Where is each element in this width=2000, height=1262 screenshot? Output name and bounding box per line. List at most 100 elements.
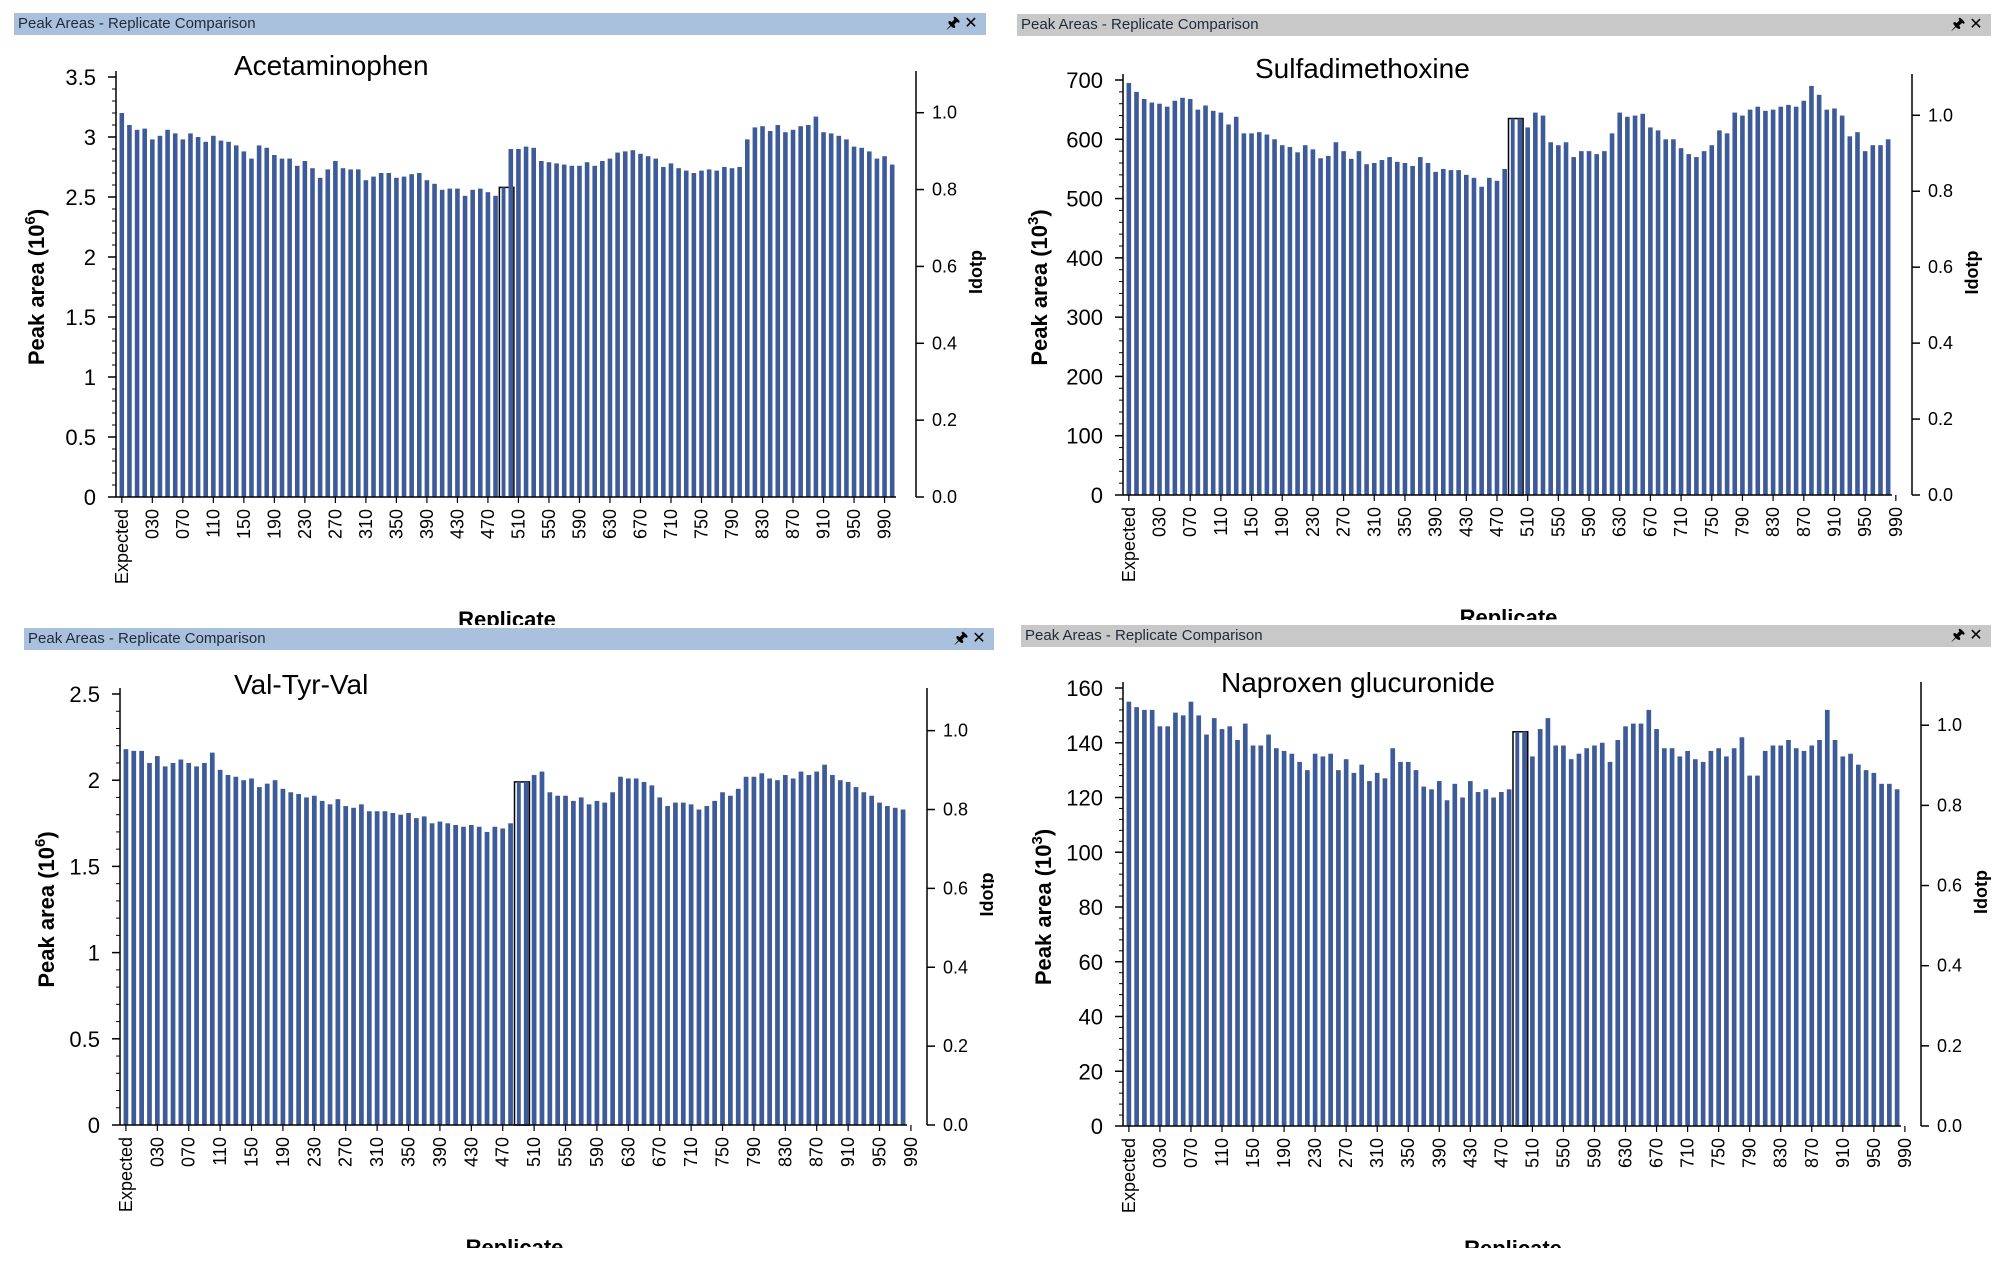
- bar: [844, 139, 849, 497]
- bar: [1770, 745, 1776, 1126]
- bar: [1693, 759, 1698, 1126]
- bar: [555, 795, 561, 1125]
- bar: [1817, 740, 1822, 1126]
- bar: [1638, 723, 1644, 1126]
- y-axis-label: Peak area (106): [32, 831, 59, 987]
- close-icon[interactable]: ✕: [1969, 627, 1983, 644]
- bar: [417, 173, 422, 497]
- bar: [578, 797, 584, 1125]
- y-tick-label: 80: [1079, 895, 1103, 920]
- pin-icon[interactable]: 🖈: [953, 630, 969, 647]
- bar: [1402, 163, 1408, 495]
- x-tick-label: 630: [1616, 1138, 1636, 1168]
- bar: [729, 168, 735, 497]
- x-tick-label: 430: [1456, 507, 1476, 537]
- bar: [571, 800, 576, 1125]
- bar: [1134, 707, 1139, 1126]
- y-axis-label: Peak area (106): [22, 209, 49, 365]
- y2-tick-label: 0.6: [1937, 876, 1962, 896]
- bar: [1717, 130, 1722, 495]
- y2-tick-label: 0.4: [1928, 333, 1953, 353]
- panel-naproxen-glucuronide: Peak Areas - Replicate Comparison 🖈 ✕ Nap…: [1021, 625, 1991, 1248]
- bar: [1855, 764, 1861, 1126]
- bar: [1863, 770, 1869, 1127]
- bar: [1630, 723, 1636, 1126]
- x-tick-label: 990: [901, 1137, 921, 1167]
- x-tick-label: 390: [417, 509, 437, 539]
- bar: [668, 163, 674, 497]
- x-tick-label: 030: [1150, 507, 1170, 537]
- bar: [1218, 112, 1224, 496]
- bar: [233, 776, 239, 1125]
- bar: [790, 778, 796, 1125]
- pin-icon[interactable]: 🖈: [1950, 627, 1966, 644]
- bar: [178, 759, 184, 1125]
- bar: [1187, 98, 1193, 495]
- bar: [1452, 783, 1458, 1126]
- pin-icon[interactable]: 🖈: [945, 15, 961, 32]
- bar: [1471, 177, 1477, 495]
- bar: [500, 828, 506, 1125]
- y2-tick-label: 0.2: [943, 1036, 968, 1056]
- close-icon[interactable]: ✕: [972, 630, 986, 647]
- panel-titlebar[interactable]: Peak Areas - Replicate Comparison 🖈 ✕: [14, 13, 986, 35]
- bar: [1563, 142, 1569, 495]
- x-tick-label: 830: [1763, 507, 1783, 537]
- bar: [1405, 761, 1411, 1126]
- bar: [209, 752, 215, 1125]
- bar: [1648, 127, 1653, 496]
- y-tick-label: 2: [84, 245, 96, 270]
- bar: [325, 169, 331, 497]
- x-tick-label: Expected: [116, 1137, 136, 1212]
- panel-titlebar[interactable]: Peak Areas - Replicate Comparison 🖈 ✕: [1021, 625, 1991, 647]
- y2-tick-label: 0.4: [943, 957, 968, 977]
- chart-val-tyr-val: Val-Tyr-Val 0 0.5 1 1.5 2 2.5 0.0 0.2 0.4 0.6 0.8 1.…: [32, 669, 994, 1248]
- bar: [1801, 750, 1807, 1126]
- bar: [1487, 177, 1492, 495]
- y-tick-label: 300: [1066, 305, 1103, 330]
- bar: [1367, 781, 1372, 1126]
- bar: [351, 807, 356, 1125]
- bar: [1359, 764, 1365, 1126]
- bar: [1661, 748, 1667, 1126]
- bar: [165, 129, 170, 498]
- bar: [1279, 145, 1285, 495]
- bar-highlight-inner: [508, 187, 513, 497]
- bar: [638, 153, 643, 498]
- bar: [704, 806, 710, 1125]
- x-tick-label: 470: [1487, 507, 1507, 537]
- bar: [131, 750, 137, 1125]
- close-icon[interactable]: ✕: [964, 15, 978, 32]
- bar: [319, 800, 325, 1125]
- bar: [249, 158, 254, 497]
- bar: [484, 831, 490, 1125]
- bar: [1724, 133, 1730, 496]
- panel-titlebar[interactable]: Peak Areas - Replicate Comparison 🖈 ✕: [24, 628, 994, 650]
- bar: [712, 800, 718, 1125]
- bar: [790, 129, 796, 498]
- close-icon[interactable]: ✕: [1969, 16, 1983, 33]
- panel-sulfadimethoxine: Peak Areas - Replicate Comparison 🖈 ✕ Sul…: [1017, 14, 1991, 620]
- bar: [859, 147, 864, 498]
- bar: [877, 802, 882, 1125]
- bar: [600, 161, 605, 497]
- y-axis-label-close: ): [34, 831, 59, 838]
- bar: [1413, 770, 1419, 1127]
- bar: [264, 783, 270, 1125]
- bar: [296, 793, 301, 1125]
- bar: [1142, 709, 1147, 1126]
- y2-tick-label: 1.0: [943, 721, 968, 741]
- bar: [1816, 94, 1822, 495]
- bar: [900, 809, 906, 1125]
- panel-titlebar[interactable]: Peak Areas - Replicate Comparison 🖈 ✕: [1017, 14, 1991, 36]
- bar: [394, 177, 399, 498]
- x-tick-label: 310: [356, 509, 376, 539]
- bar: [1740, 115, 1745, 495]
- y2-tick-label: 0.8: [943, 800, 968, 820]
- x-tick-label: 710: [661, 509, 681, 539]
- bar: [264, 147, 270, 498]
- bar: [539, 161, 544, 497]
- y-axis-label-close: ): [1031, 829, 1056, 836]
- y-tick-label: 100: [1066, 424, 1103, 449]
- pin-icon[interactable]: 🖈: [1950, 16, 1966, 33]
